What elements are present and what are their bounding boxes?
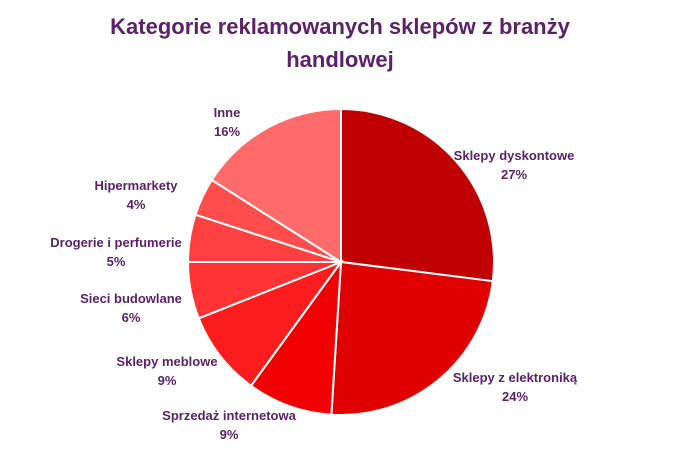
- chart-title: Kategorie reklamowanych sklepów z branży…: [110, 14, 570, 72]
- slice-name-label: Drogerie i perfumerie: [50, 235, 182, 250]
- pie-slice: [340, 107, 495, 283]
- slice-percent-label: 6%: [122, 310, 141, 325]
- slice-percent-label: 24%: [502, 389, 528, 404]
- slice-percent-label: 9%: [158, 373, 177, 388]
- slice-name-label: Sklepy z elektroniką: [453, 370, 578, 385]
- slice-percent-label: 27%: [501, 167, 527, 182]
- slice-percent-label: 5%: [107, 254, 126, 269]
- slice-percent-label: 9%: [220, 427, 239, 442]
- pie-slice: [249, 258, 343, 416]
- pie-slice: [197, 259, 344, 388]
- slice-name-label: Sklepy dyskontowe: [454, 148, 575, 163]
- slice-percent-label: 4%: [127, 197, 146, 212]
- slice-name-label: Hipermarkety: [94, 178, 178, 193]
- slice-name-label: Sieci budowlane: [80, 291, 182, 306]
- pie-slice: [210, 107, 342, 264]
- slice-name-label: Sklepy meblowe: [116, 354, 217, 369]
- slice-percent-label: 16%: [214, 124, 240, 139]
- pie-slice: [330, 260, 494, 417]
- slice-name-label: Inne: [214, 105, 241, 120]
- pie-labels: Sklepy dyskontowe 27% Sklepy z elektroniką…: [50, 105, 578, 442]
- slice-name-label: Sprzedaż internetowa: [162, 408, 296, 423]
- pie-slices: [186, 107, 495, 417]
